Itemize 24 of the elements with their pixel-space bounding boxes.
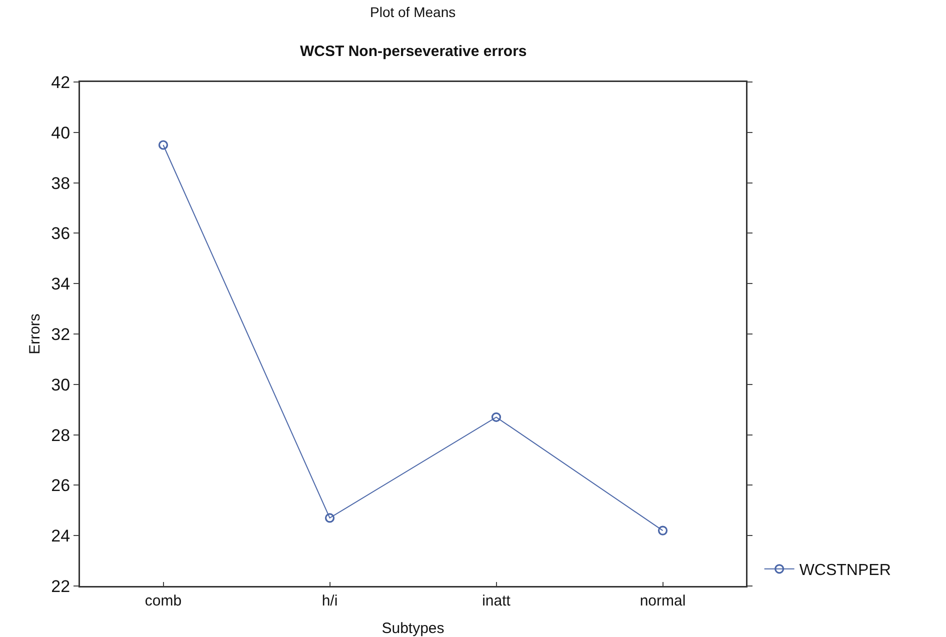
y-tick-label: 34 bbox=[51, 274, 70, 294]
y-tick-label: 24 bbox=[51, 526, 70, 546]
x-tick-label: h/i bbox=[322, 592, 338, 610]
point bbox=[658, 526, 668, 536]
point bbox=[324, 513, 335, 523]
y-tick-label: 36 bbox=[51, 224, 70, 244]
y-tick-label: 38 bbox=[51, 174, 70, 193]
x-tick-label: normal bbox=[640, 592, 686, 610]
chart-subtitle: WCST Non-perseverative errors bbox=[300, 43, 527, 60]
point bbox=[491, 412, 502, 422]
y-tick-label: 22 bbox=[51, 576, 70, 596]
y-tick-label: 26 bbox=[51, 476, 70, 496]
y-tick-label: 32 bbox=[51, 324, 70, 344]
y-tick-label: 28 bbox=[51, 426, 70, 445]
x-axis-title: Subtypes bbox=[382, 620, 444, 637]
y-tick-label: 40 bbox=[51, 123, 70, 142]
chart-title: Plot of Means bbox=[370, 4, 456, 20]
y-axis-title: Errors bbox=[26, 314, 44, 354]
x-tick-label: inatt bbox=[482, 592, 512, 610]
point bbox=[158, 140, 168, 150]
y-tick-label: 30 bbox=[51, 375, 70, 394]
y-tick-label: 42 bbox=[51, 72, 70, 92]
legend-label: WCSTNPER bbox=[799, 562, 891, 580]
x-tick-label: comb bbox=[144, 592, 182, 610]
